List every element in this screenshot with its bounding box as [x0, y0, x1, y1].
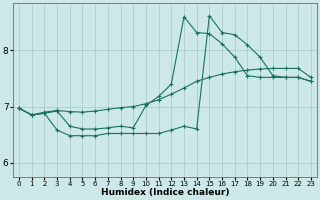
X-axis label: Humidex (Indice chaleur): Humidex (Indice chaleur) — [101, 188, 229, 197]
